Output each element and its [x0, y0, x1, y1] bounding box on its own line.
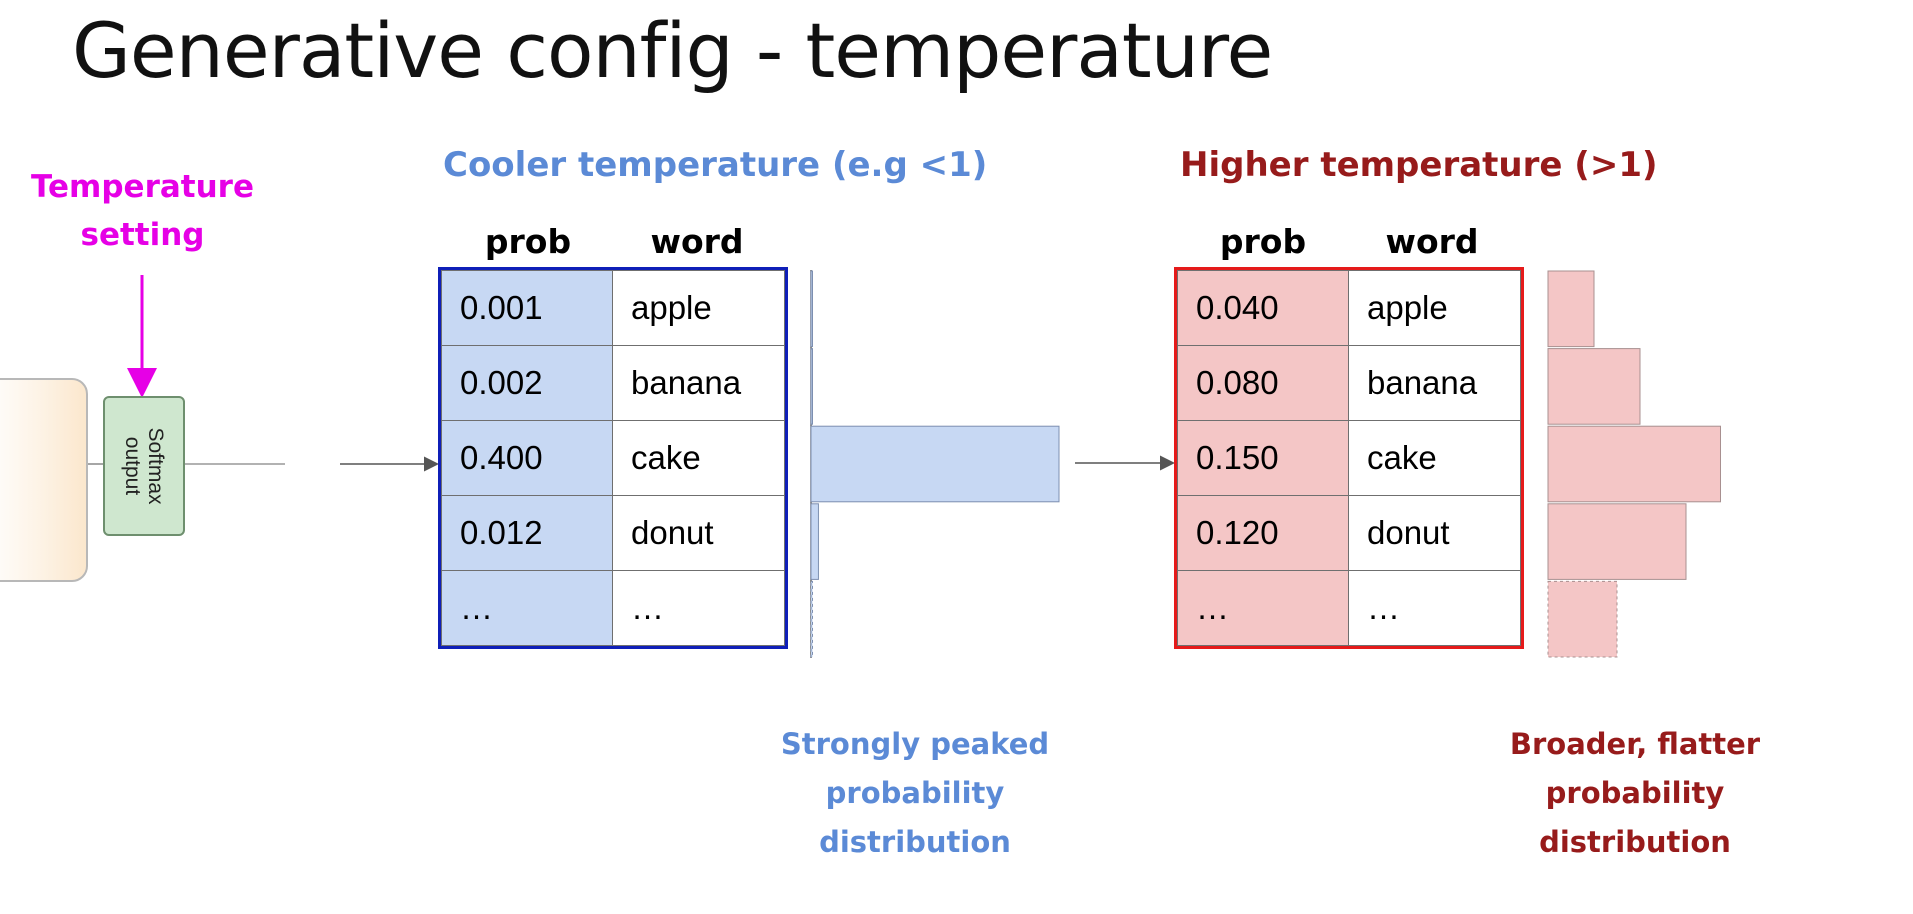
- word-cell: donut: [1348, 495, 1521, 571]
- cool-temperature-title: Cooler temperature (e.g <1): [443, 145, 988, 185]
- distribution-bar: [810, 270, 813, 348]
- word-cell: donut: [612, 495, 785, 571]
- hot-word-header: word: [1385, 222, 1479, 261]
- softmax-line1: Softmax: [144, 427, 167, 505]
- page-title: Generative config - temperature: [72, 6, 1273, 95]
- prob-cell: 0.001: [441, 270, 613, 346]
- word-cell: apple: [1348, 270, 1521, 346]
- softmax-label: Softmax output: [121, 401, 167, 531]
- word-cell: banana: [1348, 345, 1521, 421]
- word-cell: …: [1348, 570, 1521, 646]
- softmax-line2: output: [121, 436, 144, 496]
- temperature-setting-line2: setting: [80, 217, 205, 253]
- table-row: 0.400 cake: [441, 420, 785, 496]
- distribution-bar: [810, 348, 813, 425]
- hot-distribution-bars: [1547, 270, 1721, 658]
- temperature-setting-label: Temperature setting: [20, 163, 265, 259]
- cool-probability-table: 0.001 apple 0.002 banana 0.400 cake 0.01…: [438, 267, 788, 649]
- hot-probability-table: 0.040 apple 0.080 banana 0.150 cake 0.12…: [1174, 267, 1524, 649]
- distribution-bar: [1547, 503, 1687, 580]
- hot-caption-line2: probability: [1545, 776, 1725, 810]
- cool-caption-line2: probability: [825, 776, 1005, 810]
- cool-caption: Strongly peaked probability distribution: [765, 720, 1065, 867]
- prob-cell: 0.150: [1177, 420, 1349, 496]
- decoder-block: [0, 378, 88, 582]
- hot-caption-line1: Broader, flatter: [1509, 727, 1761, 761]
- cool-caption-line1: Strongly peaked: [780, 727, 1050, 761]
- prob-cell: 0.400: [441, 420, 613, 496]
- prob-cell: 0.002: [441, 345, 613, 421]
- cool-prob-header: prob: [484, 222, 572, 261]
- table-row: … …: [1177, 570, 1521, 646]
- prob-cell: 0.012: [441, 495, 613, 571]
- cool-distribution-bars: [810, 270, 1060, 658]
- cool-word-header: word: [650, 222, 744, 261]
- prob-cell: …: [1177, 570, 1349, 646]
- temperature-setting-line1: Temperature: [31, 169, 254, 205]
- distribution-bar: [810, 580, 813, 658]
- table-row: 0.002 banana: [441, 345, 785, 421]
- distribution-bar: [810, 503, 819, 580]
- distribution-bar: [810, 425, 1060, 503]
- distribution-bar: [1547, 270, 1595, 348]
- word-cell: banana: [612, 345, 785, 421]
- table-row: 0.120 donut: [1177, 495, 1521, 571]
- word-cell: cake: [612, 420, 785, 496]
- hot-temperature-title: Higher temperature (>1): [1180, 145, 1658, 185]
- word-cell: cake: [1348, 420, 1521, 496]
- distribution-bar: [1547, 580, 1618, 658]
- hot-caption-line3: distribution: [1539, 825, 1731, 859]
- table-row: 0.012 donut: [441, 495, 785, 571]
- prob-cell: 0.040: [1177, 270, 1349, 346]
- word-cell: apple: [612, 270, 785, 346]
- prob-cell: 0.120: [1177, 495, 1349, 571]
- cool-caption-line3: distribution: [819, 825, 1011, 859]
- hot-prob-header: prob: [1219, 222, 1307, 261]
- word-cell: …: [612, 570, 785, 646]
- prob-cell: 0.080: [1177, 345, 1349, 421]
- hot-caption: Broader, flatter probability distributio…: [1485, 720, 1785, 867]
- table-row: 0.040 apple: [1177, 270, 1521, 346]
- softmax-output-block: Softmax output: [103, 396, 185, 536]
- prob-cell: …: [441, 570, 613, 646]
- table-row: 0.080 banana: [1177, 345, 1521, 421]
- distribution-bar: [1547, 348, 1641, 425]
- distribution-bar: [1547, 425, 1721, 503]
- table-row: 0.150 cake: [1177, 420, 1521, 496]
- table-row: … …: [441, 570, 785, 646]
- table-row: 0.001 apple: [441, 270, 785, 346]
